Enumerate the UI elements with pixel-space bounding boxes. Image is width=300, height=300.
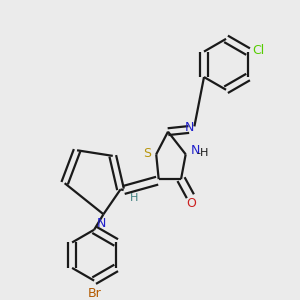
Text: S: S bbox=[143, 147, 152, 160]
Text: N: N bbox=[185, 122, 194, 134]
Text: N: N bbox=[97, 217, 106, 230]
Text: Br: Br bbox=[87, 287, 101, 300]
Text: O: O bbox=[186, 197, 196, 211]
Text: -H: -H bbox=[196, 148, 209, 158]
Text: H: H bbox=[130, 193, 138, 203]
Text: Cl: Cl bbox=[252, 44, 264, 57]
Text: N: N bbox=[191, 144, 200, 157]
